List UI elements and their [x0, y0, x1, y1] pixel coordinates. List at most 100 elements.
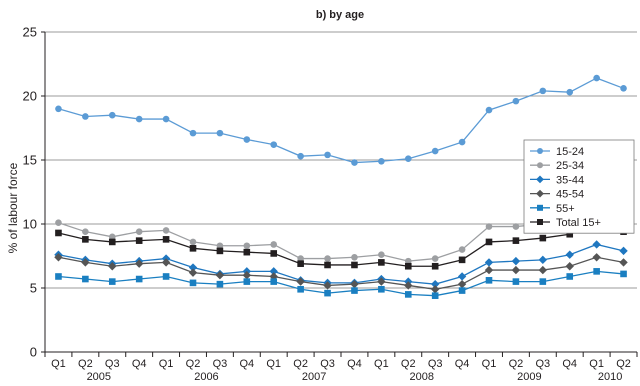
series-55-: [55, 268, 627, 299]
y-tick-label: 5: [30, 281, 37, 296]
series-line: [58, 256, 624, 290]
data-point: [378, 251, 385, 259]
data-point: [512, 223, 520, 230]
data-point: [216, 129, 224, 137]
data-point: [135, 275, 143, 283]
series-15-24: [55, 74, 627, 166]
legend-marker: [537, 219, 543, 225]
data-point: [188, 263, 198, 272]
data-point: [485, 106, 493, 114]
x-tick-label: Q3: [213, 358, 228, 370]
data-point: [458, 138, 466, 146]
legend-item: 35-44: [530, 174, 584, 186]
data-point: [404, 155, 412, 163]
y-tick-label: 10: [23, 217, 37, 232]
x-tick-label: Q1: [266, 358, 281, 370]
data-point: [484, 265, 494, 275]
data-point: [82, 236, 89, 243]
data-point: [458, 256, 466, 264]
data-point: [619, 258, 628, 267]
data-point: [297, 255, 304, 262]
data-point: [457, 272, 467, 281]
data-point: [485, 277, 493, 284]
data-point: [485, 223, 493, 230]
data-point: [620, 270, 627, 278]
legend-label: 45-54: [556, 189, 584, 201]
data-point: [378, 157, 385, 165]
x-tick-label: Q4: [455, 358, 470, 370]
data-point: [296, 277, 305, 286]
data-point: [243, 248, 251, 256]
data-point: [270, 141, 278, 148]
data-point: [512, 278, 520, 285]
legend-marker: [537, 204, 543, 211]
data-point: [619, 246, 628, 256]
data-point: [270, 278, 278, 285]
legend-label: 15-24: [556, 146, 584, 158]
x-tick-label: Q2: [186, 358, 201, 370]
data-point: [243, 242, 251, 250]
legend-label: Total 15+: [556, 217, 601, 229]
x-tick-label: Q2: [616, 358, 631, 370]
data-point: [269, 267, 278, 276]
data-point: [324, 255, 331, 262]
data-point: [55, 219, 62, 227]
series-line: [58, 77, 624, 164]
legend-label: 55+: [556, 203, 575, 215]
x-axis-years: 2005 2006 2007 2008 2009 2010: [87, 371, 623, 383]
x-tick-label: Q3: [105, 358, 120, 370]
data-point: [189, 245, 197, 252]
data-point: [108, 238, 116, 246]
data-point: [351, 261, 358, 269]
x-tick-label: Q1: [589, 358, 604, 370]
data-point: [135, 115, 143, 123]
x-tick-label: Q1: [159, 358, 174, 370]
data-point: [162, 236, 170, 243]
series-total-15-: [55, 220, 627, 270]
data-point: [404, 281, 413, 290]
data-point: [270, 241, 278, 248]
x-tick-label: Q2: [78, 358, 93, 370]
data-point: [243, 136, 251, 143]
data-point: [189, 279, 197, 287]
x-tick-label: Q1: [374, 358, 389, 370]
data-point: [539, 234, 547, 242]
data-point: [216, 280, 224, 288]
x-tick-label: Q4: [347, 358, 362, 370]
legend-marker: [537, 148, 543, 154]
year-label: 2005: [87, 371, 111, 383]
data-point: [243, 278, 251, 285]
data-point: [55, 229, 62, 237]
data-point: [82, 228, 89, 235]
y-axis-ticks: 0 5 10 15 20 25: [23, 25, 45, 360]
year-label: 2006: [194, 371, 218, 383]
data-point: [108, 278, 116, 285]
data-point: [324, 261, 331, 269]
data-point: [431, 255, 439, 262]
data-point: [378, 259, 385, 266]
x-tick-label: Q3: [428, 358, 443, 370]
legend-label: 25-34: [556, 160, 584, 172]
series-45-54: [54, 253, 628, 294]
y-tick-label: 0: [30, 345, 37, 360]
data-point: [538, 255, 548, 265]
legend-item: Total 15+: [530, 217, 601, 229]
data-point: [592, 240, 601, 249]
legend-marker: [537, 162, 543, 169]
x-tick-label: Q2: [401, 358, 416, 370]
data-point: [351, 253, 358, 261]
x-tick-label: Q3: [535, 358, 550, 370]
data-point: [404, 257, 412, 265]
data-point: [592, 253, 601, 262]
data-point: [108, 111, 116, 119]
year-label: 2009: [517, 371, 541, 383]
data-point: [162, 227, 170, 234]
data-point: [162, 273, 170, 280]
data-point: [324, 151, 331, 159]
data-point: [565, 262, 574, 271]
data-point: [55, 105, 62, 113]
data-point: [351, 287, 358, 294]
y-tick-label: 25: [23, 25, 37, 40]
data-point: [512, 237, 520, 244]
data-point: [54, 253, 63, 262]
